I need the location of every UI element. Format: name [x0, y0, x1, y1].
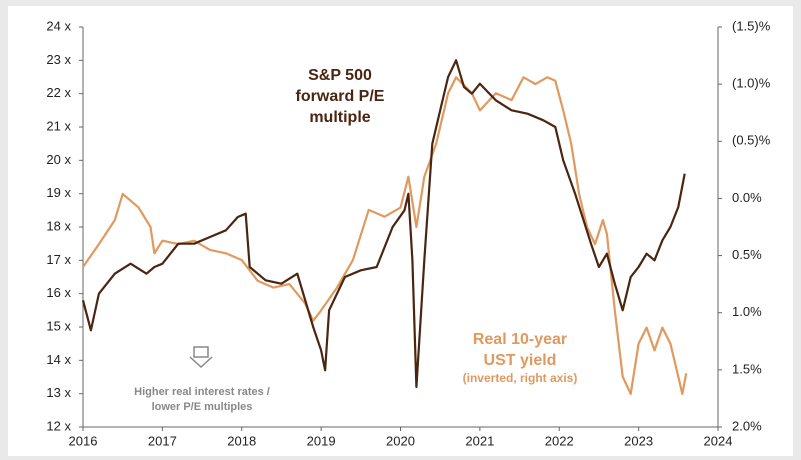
y-tick-label: 23 x	[46, 52, 71, 67]
series-label: S&P 500	[308, 67, 372, 84]
y-tick-label: 14 x	[46, 352, 71, 367]
series-label: Real 10-year	[473, 331, 567, 348]
y-tick-label: 13 x	[46, 385, 71, 400]
x-tick-label: 2021	[465, 433, 494, 448]
x-tick-label: 2018	[227, 433, 256, 448]
x-tick-label: 2017	[148, 433, 177, 448]
y2-tick-label: (0.5)%	[732, 133, 771, 148]
y2-tick-label: (1.5)%	[732, 18, 771, 33]
y2-tick-label: 1.0%	[732, 304, 762, 319]
annotation: lower P/E multiples	[152, 401, 253, 413]
x-tick-label: 2020	[386, 433, 415, 448]
y2-tick-label: 0.0%	[732, 190, 762, 205]
y2-tick-label: 2.0%	[732, 418, 762, 433]
y-tick-label: 12 x	[46, 418, 71, 433]
y-tick-label: 18 x	[46, 218, 71, 233]
series-label: (inverted, right axis)	[463, 371, 578, 385]
series-line	[81, 59, 686, 389]
y-tick-label: 16 x	[46, 285, 71, 300]
series-label: multiple	[309, 109, 370, 126]
down-arrow-icon	[189, 346, 213, 369]
annotation: Higher real interest rates /	[134, 386, 270, 398]
x-tick-label: 2022	[545, 433, 574, 448]
card	[8, 6, 793, 456]
y-tick-label: 24 x	[46, 18, 71, 33]
y-tick-label: 17 x	[46, 252, 71, 267]
y2-tick-label: 1.5%	[732, 361, 762, 376]
x-tick-label: 2024	[704, 433, 733, 448]
y-tick-label: 15 x	[46, 318, 71, 333]
y-tick-label: 22 x	[46, 85, 71, 100]
y-tick-label: 20 x	[46, 152, 71, 167]
y-tick-label: 21 x	[46, 118, 71, 133]
series-label: UST yield	[484, 352, 557, 369]
y2-tick-label: (1.0)%	[732, 76, 771, 91]
x-tick-label: 2023	[624, 433, 653, 448]
series-label: forward P/E	[296, 88, 385, 105]
y-tick-label: 19 x	[46, 185, 71, 200]
x-tick-label: 2016	[69, 433, 98, 448]
x-tick-label: 2019	[307, 433, 336, 448]
y2-tick-label: 0.5%	[732, 247, 762, 262]
